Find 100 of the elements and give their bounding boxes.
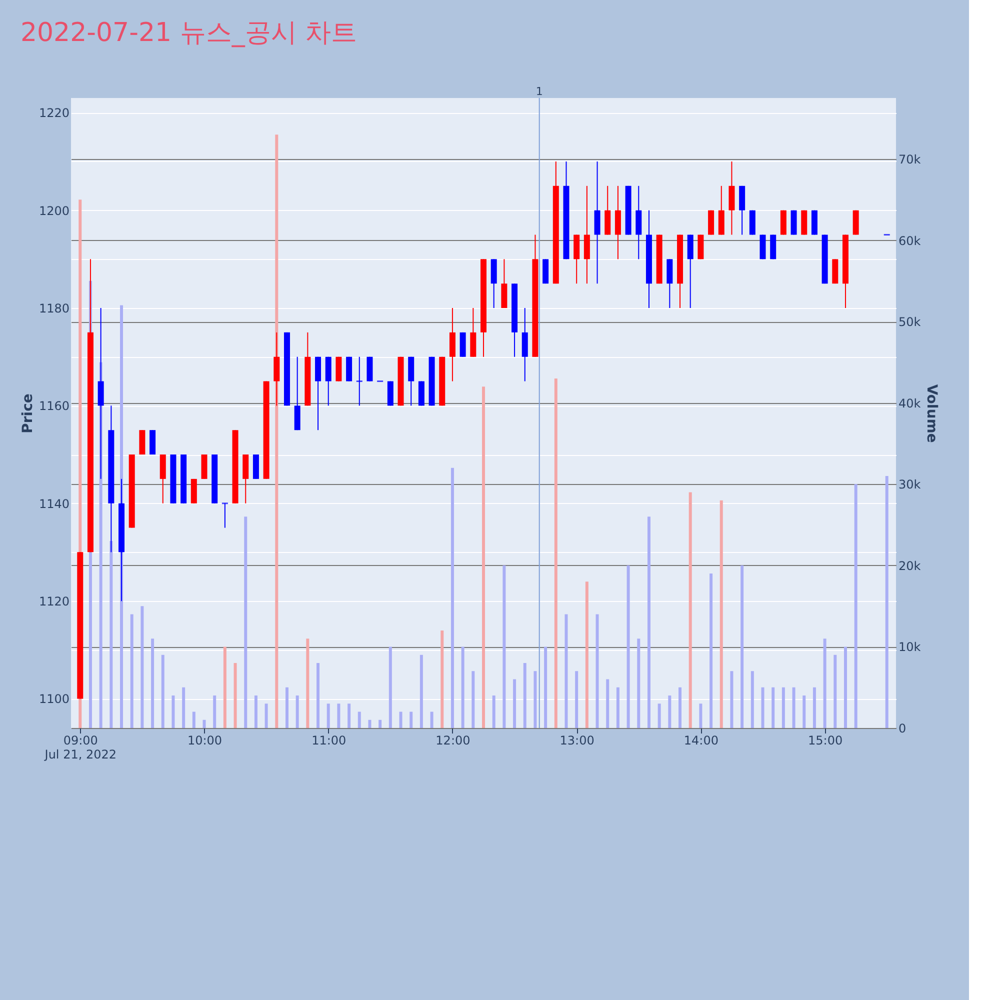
bar bbox=[410, 712, 413, 728]
bar bbox=[296, 695, 299, 728]
x-tick-label: 13:00 bbox=[560, 734, 594, 748]
bar bbox=[130, 614, 134, 728]
bar bbox=[388, 646, 392, 728]
y-tick-label: 1200 bbox=[38, 204, 70, 218]
bar bbox=[502, 565, 506, 728]
bar bbox=[316, 662, 320, 728]
bar bbox=[161, 654, 164, 728]
y2-tick-label: 30k bbox=[898, 478, 921, 492]
y2-tick-label: 50k bbox=[898, 315, 921, 330]
y-tick-label: 1100 bbox=[38, 692, 70, 706]
bar bbox=[854, 484, 858, 728]
bar bbox=[348, 704, 351, 728]
bar bbox=[688, 492, 692, 728]
bar bbox=[823, 638, 826, 728]
bar bbox=[378, 720, 382, 728]
bar bbox=[337, 704, 340, 728]
ref-line-label: 1 bbox=[536, 85, 543, 98]
bar bbox=[399, 712, 402, 728]
y2-tick-label: 10k bbox=[898, 640, 921, 654]
bar bbox=[750, 671, 754, 728]
bar bbox=[254, 695, 258, 728]
bar bbox=[544, 646, 548, 728]
bar bbox=[213, 695, 216, 728]
bar bbox=[472, 671, 475, 728]
y2-tick-label: 40k bbox=[898, 396, 921, 410]
x-tick-label: 14:00 bbox=[684, 734, 718, 748]
bar bbox=[275, 134, 278, 728]
bar bbox=[792, 687, 796, 728]
y-tick-label: 1220 bbox=[38, 106, 70, 120]
bar bbox=[699, 704, 702, 728]
chart-title: 2022-07-21 뉴스_공시 차트 bbox=[20, 18, 358, 48]
bar bbox=[172, 695, 175, 728]
bar bbox=[264, 704, 268, 728]
x-tick-label: 15:00 bbox=[808, 734, 843, 748]
x-tick-label: 10:00 bbox=[187, 734, 222, 748]
bar bbox=[461, 646, 464, 728]
bar bbox=[710, 574, 713, 728]
bar bbox=[585, 582, 588, 728]
bar bbox=[761, 687, 764, 728]
bar bbox=[606, 679, 610, 728]
bar bbox=[482, 386, 485, 728]
bar bbox=[668, 695, 672, 728]
bar bbox=[730, 671, 734, 728]
bar bbox=[450, 468, 454, 728]
bar bbox=[285, 687, 288, 728]
bar bbox=[223, 646, 226, 728]
bar bbox=[182, 687, 186, 728]
bar bbox=[110, 541, 113, 728]
bar bbox=[596, 614, 599, 728]
bar bbox=[534, 671, 537, 728]
bar bbox=[575, 671, 578, 728]
bar bbox=[626, 565, 630, 728]
y2-tick-label: 0 bbox=[898, 722, 906, 736]
bar bbox=[678, 687, 682, 728]
bar bbox=[151, 638, 154, 728]
x-tick-label: 12:00 bbox=[436, 734, 470, 748]
bar bbox=[802, 695, 806, 728]
y2-axis-title: Volume bbox=[924, 384, 940, 443]
bar bbox=[440, 630, 444, 728]
bar bbox=[192, 712, 196, 728]
bar bbox=[782, 687, 785, 728]
bar bbox=[834, 654, 837, 728]
y-tick-label: 1120 bbox=[38, 594, 70, 609]
bar bbox=[658, 704, 661, 728]
bar bbox=[326, 704, 330, 728]
bar bbox=[140, 606, 144, 728]
bar bbox=[244, 516, 248, 728]
y-tick-label: 1160 bbox=[38, 399, 70, 414]
y-tick-label: 1140 bbox=[38, 496, 70, 511]
x-tick-label: 11:00 bbox=[312, 734, 346, 748]
y-tick-label: 1180 bbox=[38, 302, 70, 316]
y-axis-title: Price bbox=[20, 394, 36, 434]
bar bbox=[637, 638, 640, 728]
candlestick bbox=[222, 502, 228, 528]
bar bbox=[513, 679, 516, 728]
bar bbox=[202, 720, 206, 728]
x-tick-label: 09:00 Jul 21, 2022 bbox=[44, 734, 117, 762]
candlestick bbox=[356, 356, 362, 406]
bar bbox=[885, 476, 888, 728]
bar bbox=[564, 614, 568, 728]
bar bbox=[647, 516, 650, 728]
y2-tick-label: 20k bbox=[898, 558, 921, 573]
y2-tick-label: 70k bbox=[898, 152, 921, 166]
bar bbox=[358, 712, 361, 728]
bar bbox=[430, 712, 434, 728]
bar bbox=[812, 687, 816, 728]
bar bbox=[740, 565, 744, 728]
y2-tick-label: 60k bbox=[898, 234, 921, 248]
bar bbox=[772, 687, 775, 728]
bar bbox=[616, 687, 620, 728]
bar bbox=[368, 720, 372, 728]
bar bbox=[306, 638, 310, 728]
bar bbox=[844, 646, 847, 728]
bar bbox=[234, 662, 237, 728]
bar bbox=[492, 695, 496, 728]
bar bbox=[720, 500, 723, 728]
bar bbox=[554, 378, 558, 728]
bar bbox=[523, 662, 526, 728]
